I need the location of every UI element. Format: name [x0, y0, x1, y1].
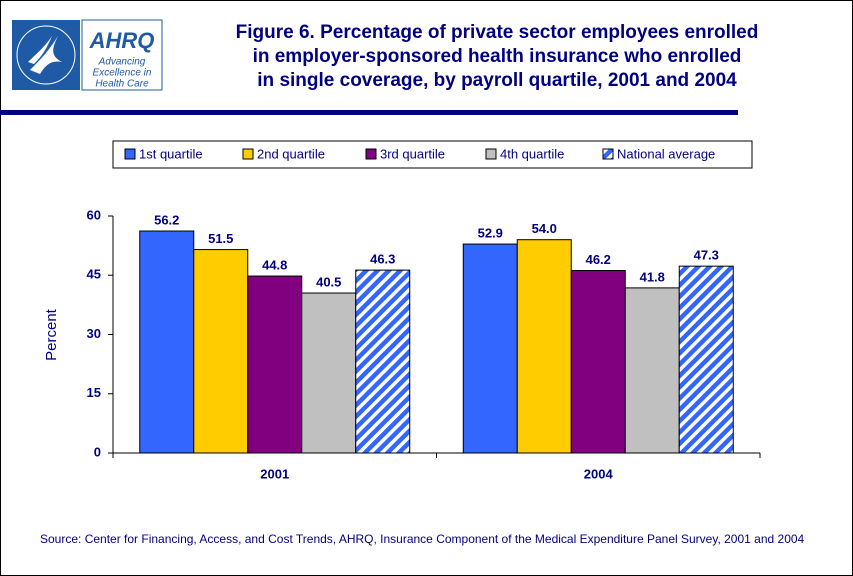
legend-swatch	[365, 148, 377, 160]
logo-name: AHRQ	[89, 28, 155, 53]
bar	[678, 265, 734, 454]
y-tick-label: 0	[94, 444, 101, 459]
value-label: 40.5	[316, 274, 341, 289]
y-tick-label: 60	[87, 207, 101, 222]
bar	[193, 249, 249, 454]
bar	[301, 292, 357, 454]
header-rule	[0, 110, 738, 115]
value-label: 46.3	[370, 252, 395, 267]
legend-label: National average	[617, 146, 715, 161]
chart-title: Figure 6. Percentage of private sector e…	[236, 22, 759, 43]
bar	[516, 239, 572, 454]
value-label: 46.2	[586, 252, 611, 267]
value-label: 44.8	[262, 257, 287, 272]
value-label: 47.3	[694, 248, 719, 263]
legend-label: 3rd quartile	[380, 146, 445, 161]
bar	[570, 270, 626, 454]
bar	[247, 275, 303, 454]
bar	[139, 230, 195, 454]
value-label: 51.5	[208, 231, 233, 246]
bar	[624, 287, 680, 454]
legend-box	[112, 140, 753, 169]
bar	[462, 243, 518, 454]
legend-swatch	[485, 148, 497, 160]
x-tick-label: 2001	[260, 466, 289, 481]
logo-tagline: Excellence in	[93, 68, 152, 79]
x-tick-label: 2004	[584, 466, 614, 481]
legend-label: 2nd quartile	[257, 146, 325, 161]
value-label: 56.2	[154, 212, 179, 227]
chart-title: in employer-sponsored health insurance w…	[253, 46, 742, 67]
chart-title: in single coverage, by payroll quartile,…	[257, 70, 737, 91]
legend-label: 4th quartile	[500, 146, 564, 161]
y-axis-label: Percent	[43, 308, 60, 361]
y-tick-label: 15	[87, 385, 101, 400]
legend-label: 1st quartile	[139, 146, 203, 161]
hhs-seal	[12, 20, 80, 90]
logo-tagline: Health Care	[95, 79, 149, 90]
bar	[355, 269, 411, 454]
y-tick-label: 30	[87, 326, 101, 341]
ahrq-logo: AHRQ Advancing Excellence in Health Care	[81, 19, 163, 91]
legend-swatch	[242, 148, 254, 160]
value-label: 52.9	[478, 225, 503, 240]
y-tick-label: 45	[87, 267, 101, 282]
logo-tagline: Advancing	[98, 57, 146, 68]
value-label: 54.0	[532, 221, 557, 236]
legend-swatch	[602, 148, 614, 160]
legend-swatch	[124, 148, 136, 160]
source-note: Source: Center for Financing, Access, an…	[40, 532, 805, 546]
value-label: 41.8	[640, 269, 665, 284]
